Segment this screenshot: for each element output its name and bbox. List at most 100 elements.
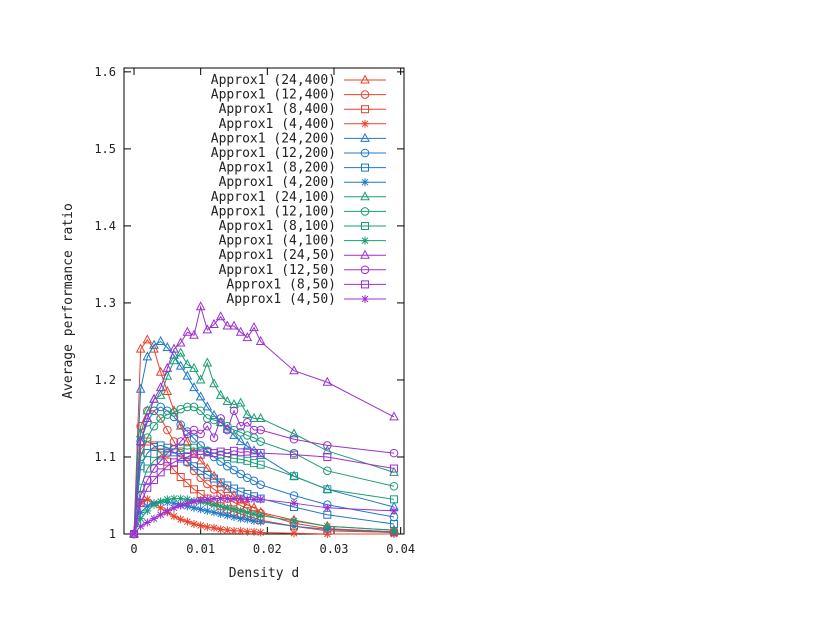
legend-marker: [361, 280, 369, 289]
data-point: [256, 449, 265, 458]
legend-label: Approx1 (4,200): [219, 175, 336, 190]
data-point: [142, 351, 153, 361]
data-point: [242, 332, 253, 342]
data-point: [136, 499, 145, 508]
data-point: [289, 434, 299, 444]
data-point: [190, 503, 198, 512]
data-point: [150, 476, 158, 485]
data-point: [389, 411, 399, 421]
series-line: [133, 304, 395, 535]
data-point: [163, 506, 172, 515]
data-point: [196, 429, 205, 439]
legend-label: Approx1 (24,200): [211, 131, 336, 146]
plot-frame: [123, 67, 405, 535]
data-point: [175, 420, 186, 430]
data-point: [182, 326, 193, 336]
legend-marker: [361, 222, 369, 230]
data-point: [223, 503, 232, 512]
data-point: [143, 433, 152, 443]
data-point: [155, 335, 166, 345]
legend-marker: [360, 90, 370, 99]
data-point: [243, 495, 252, 504]
series-line: [133, 406, 395, 535]
data-point: [235, 326, 246, 336]
data-point: [202, 324, 213, 334]
data-point: [389, 481, 399, 491]
data-point: [230, 494, 238, 503]
data-point: [189, 425, 199, 435]
data-point: [143, 449, 152, 458]
data-point: [249, 425, 259, 435]
data-point: [150, 514, 158, 523]
data-point: [256, 528, 265, 537]
series-0: [129, 334, 399, 538]
data-point: [190, 485, 198, 494]
data-point: [176, 515, 185, 524]
y-tick-label: 1.6: [94, 65, 116, 79]
data-point: [229, 465, 239, 475]
data-point: [190, 519, 198, 528]
data-point: [142, 412, 153, 422]
data-point: [163, 425, 172, 435]
y-tick-label: 1.5: [94, 142, 116, 156]
data-point: [170, 494, 178, 503]
data-point: [190, 497, 198, 506]
x-axis-title: Density d: [229, 566, 299, 581]
data-point: [182, 436, 193, 446]
data-point: [323, 530, 332, 538]
data-point: [176, 420, 185, 429]
data-point: [203, 421, 212, 431]
data-point: [189, 329, 199, 339]
data-point: [236, 421, 245, 431]
data-point: [210, 494, 218, 503]
y-axis-title: Average performance ratio: [61, 203, 76, 399]
data-point: [156, 414, 165, 423]
legend-marker: [361, 119, 369, 128]
data-point: [150, 500, 158, 509]
data-point: [236, 514, 245, 523]
data-point: [216, 509, 225, 518]
data-point: [209, 378, 219, 388]
data-point: [196, 406, 205, 416]
data-point: [215, 311, 226, 321]
data-point: [290, 472, 298, 481]
data-point: [243, 508, 252, 517]
x-tick-label: 0.03: [320, 542, 349, 556]
data-point: [229, 399, 239, 409]
data-point: [235, 397, 246, 407]
data-point: [136, 508, 145, 517]
data-point: [256, 480, 265, 490]
data-point: [156, 510, 165, 519]
data-point: [143, 506, 152, 515]
data-point: [390, 526, 398, 535]
data-point: [149, 393, 159, 403]
data-point: [216, 525, 225, 534]
data-point: [243, 418, 252, 427]
legend-label: Approx1 (12,400): [211, 88, 336, 103]
data-point: [143, 502, 152, 511]
data-point: [162, 385, 173, 396]
data-point: [135, 436, 146, 446]
legend-marker: [361, 105, 369, 114]
data-point: [143, 464, 152, 473]
data-point: [183, 429, 192, 439]
data-point: [155, 382, 166, 392]
data-point: [175, 360, 186, 370]
data-point: [149, 421, 159, 431]
data-point: [169, 343, 179, 353]
data-point: [323, 503, 332, 512]
data-point: [290, 499, 298, 508]
series-line: [133, 450, 395, 535]
legend-label: Approx1 (8,400): [219, 102, 336, 117]
data-point: [222, 320, 233, 330]
data-point: [203, 506, 212, 515]
y-tick-label: 1.4: [94, 219, 116, 233]
data-point: [210, 508, 218, 517]
legend-marker: [361, 236, 369, 245]
data-point: [183, 479, 192, 488]
data-point: [323, 441, 332, 450]
data-point: [156, 402, 165, 412]
data-point: [190, 462, 198, 471]
data-point: [203, 479, 212, 489]
data-point: [242, 440, 253, 450]
